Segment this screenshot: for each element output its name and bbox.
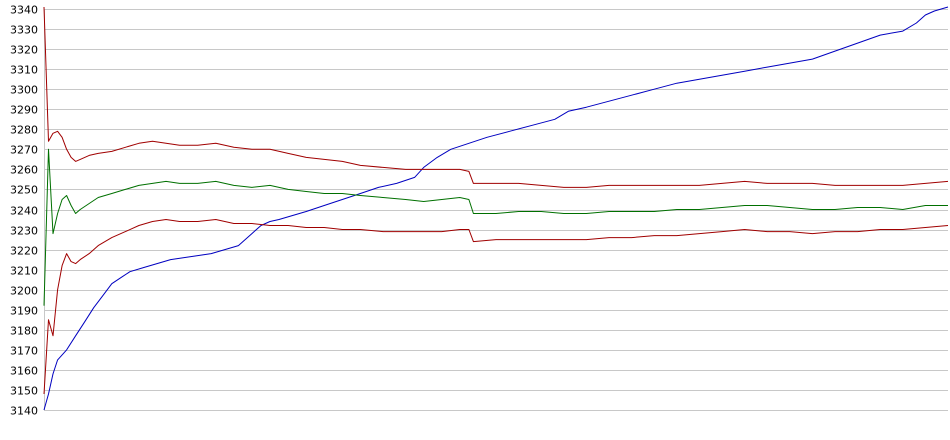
y-tick-label: 3210 [10,265,38,278]
series-lines [43,6,949,411]
y-tick-label: 3230 [10,225,38,238]
series-line-2 [43,148,948,306]
y-tick-label: 3150 [10,385,38,398]
y-tick-label: 3270 [10,144,38,157]
y-tick-label: 3320 [10,44,38,57]
grid-lines [44,9,948,411]
y-tick-label: 3310 [10,64,38,77]
y-tick-label: 3330 [10,24,38,37]
y-tick-label: 3190 [10,305,38,318]
y-tick-label: 3300 [10,84,38,97]
y-tick-label: 3160 [10,365,38,378]
y-tick-label: 3180 [10,325,38,338]
y-tick-labels: 3140 3150 3160 3170 3180 3190 3200 3210 3220 3230… [10,4,38,418]
series-line-1 [43,6,949,411]
y-tick-label: 3250 [10,184,38,197]
y-tick-label: 3260 [10,164,38,177]
y-tick-label: 3280 [10,124,38,137]
y-tick-label: 3200 [10,285,38,298]
series-line-4 [43,219,949,395]
y-tick-label: 3220 [10,245,38,258]
y-tick-label: 3340 [10,4,38,17]
y-tick-label: 3170 [10,345,38,358]
y-tick-label: 3140 [10,405,38,418]
series-line-3 [43,6,949,188]
y-tick-label: 3240 [10,205,38,218]
y-tick-label: 3290 [10,104,38,117]
